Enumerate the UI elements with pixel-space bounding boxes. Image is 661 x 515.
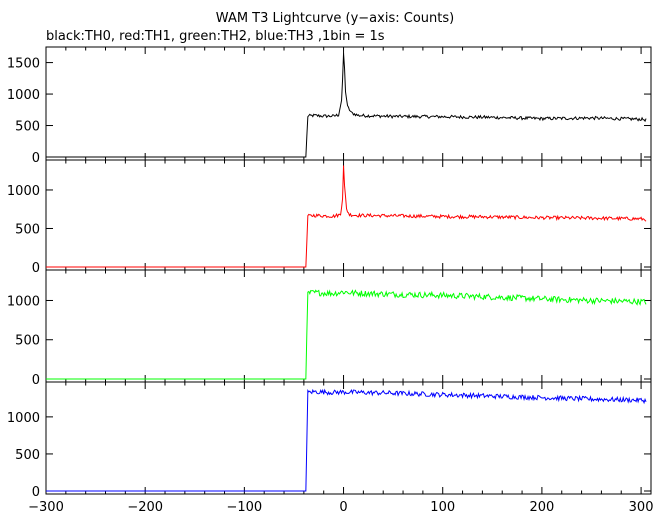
panel-frame [45,46,652,161]
y-tick-label: 500 [15,222,40,237]
series-line-th3 [46,388,647,492]
x-tick-label: 100 [430,500,455,515]
panel-th3: 0 500 1000 [7,381,652,500]
series-line-th1 [46,165,647,268]
y-tick-label: 1000 [7,294,40,309]
panel-frame [45,381,652,495]
panel-th2: 0 500 1000 [7,269,652,388]
x-axis: −300 −200 −100 0 100 200 300 [28,500,653,515]
y-tick-label: 500 [15,120,40,135]
y-tick-label: 0 [32,373,40,388]
series-line-th0 [46,53,647,158]
y-tick-label: 0 [32,485,40,500]
x-tick-label: −200 [127,500,163,515]
panel-th1: 0 500 1000 [7,159,652,276]
y-tick-label: 1000 [7,411,40,426]
y-tick-label: 1500 [7,57,40,72]
y-tick-label: 500 [15,334,40,349]
panel-frame [45,269,652,383]
y-tick-label: 0 [32,151,40,166]
panel-th0: 0 500 1000 1500 [7,46,652,166]
x-tick-label: −100 [227,500,263,515]
y-tick-label: 500 [15,448,40,463]
x-tick-label: 0 [339,500,347,515]
x-tick-label: −300 [28,500,64,515]
y-tick-label: 0 [32,261,40,276]
panels-group: 0 500 1000 1500 0 500 1000 0 500 1000 0 500 1000 [7,46,652,500]
y-tick-label: 1000 [7,184,40,199]
series-line-th2 [46,289,647,380]
x-tick-label: 300 [629,500,654,515]
y-tick-label: 1000 [7,88,40,103]
chart-subtitle: black:TH0, red:TH1, green:TH2, blue:TH3 … [46,29,385,44]
x-tick-label: 200 [529,500,554,515]
chart-title: WAM T3 Lightcurve (y−axis: Counts) [216,11,454,26]
panel-frame [45,159,652,271]
